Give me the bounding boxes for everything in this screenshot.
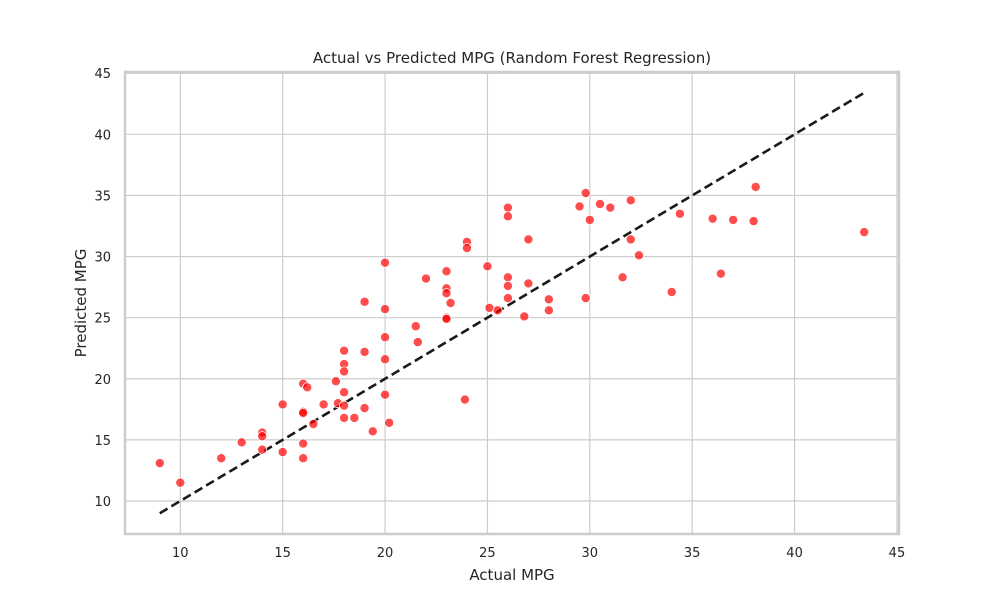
data-point xyxy=(715,268,726,279)
data-point xyxy=(502,202,513,213)
chart-title: Actual vs Predicted MPG (Random Forest R… xyxy=(313,49,711,67)
grid xyxy=(125,72,899,534)
data-point xyxy=(339,412,350,423)
data-point xyxy=(625,195,636,206)
plot-frame xyxy=(123,70,901,536)
data-point xyxy=(674,208,685,219)
y-tick-label: 30 xyxy=(94,251,111,266)
data-point xyxy=(859,227,870,238)
data-point xyxy=(519,311,530,322)
data-point xyxy=(492,305,503,316)
data-point xyxy=(339,387,350,398)
data-point xyxy=(482,261,493,272)
data-point xyxy=(277,399,288,410)
data-point xyxy=(461,242,472,253)
data-point xyxy=(748,216,759,227)
data-point xyxy=(441,266,452,277)
data-point xyxy=(298,453,309,464)
data-point xyxy=(380,389,391,400)
y-axis-ticks: 10 15 20 25 30 35 40 45 xyxy=(94,67,111,510)
x-tick-label: 20 xyxy=(377,546,394,561)
data-points xyxy=(154,181,870,488)
data-point xyxy=(308,418,319,429)
data-point xyxy=(502,272,513,283)
x-tick-label: 30 xyxy=(582,546,599,561)
x-axis-label: Actual MPG xyxy=(469,566,554,584)
data-point xyxy=(298,438,309,449)
x-tick-label: 15 xyxy=(274,546,291,561)
data-point xyxy=(523,278,534,289)
data-point xyxy=(441,313,452,324)
data-point xyxy=(339,366,350,377)
data-point xyxy=(277,447,288,458)
data-point xyxy=(420,273,431,284)
data-point xyxy=(257,444,268,455)
data-point xyxy=(380,304,391,315)
data-point xyxy=(349,412,360,423)
data-point xyxy=(605,202,616,213)
y-axis-label: Predicted MPG xyxy=(72,249,90,358)
reference-line xyxy=(159,91,865,515)
data-point xyxy=(216,453,227,464)
x-tick-label: 45 xyxy=(889,546,906,561)
data-point xyxy=(523,234,534,245)
x-tick-label: 25 xyxy=(479,546,496,561)
data-point xyxy=(728,214,739,225)
reference-line-group xyxy=(159,91,865,515)
data-point xyxy=(580,293,591,304)
data-point xyxy=(359,296,370,307)
y-tick-label: 40 xyxy=(94,128,111,143)
data-point xyxy=(502,280,513,291)
data-point xyxy=(339,400,350,411)
data-point xyxy=(257,431,268,442)
y-tick-label: 15 xyxy=(94,434,111,449)
data-point xyxy=(459,394,470,405)
data-point xyxy=(380,332,391,343)
data-point xyxy=(625,234,636,245)
data-point xyxy=(339,345,350,356)
data-point xyxy=(367,426,378,437)
y-tick-label: 25 xyxy=(94,312,111,327)
data-point xyxy=(236,437,247,448)
data-point xyxy=(298,407,309,418)
data-point xyxy=(359,346,370,357)
data-point xyxy=(595,198,606,209)
data-point xyxy=(750,181,761,192)
data-point xyxy=(302,382,313,393)
data-point xyxy=(543,294,554,305)
data-point xyxy=(584,214,595,225)
data-point xyxy=(380,257,391,268)
data-point xyxy=(330,376,341,387)
data-point xyxy=(384,417,395,428)
data-point xyxy=(410,321,421,332)
data-point xyxy=(574,201,585,212)
data-point xyxy=(441,288,452,299)
data-point xyxy=(580,187,591,198)
y-tick-label: 45 xyxy=(94,67,111,82)
data-point xyxy=(707,213,718,224)
y-tick-label: 20 xyxy=(94,373,111,388)
data-point xyxy=(484,302,495,313)
data-point xyxy=(502,293,513,304)
data-point xyxy=(502,211,513,222)
y-tick-label: 35 xyxy=(94,189,111,204)
data-point xyxy=(359,403,370,414)
data-point xyxy=(543,305,554,316)
y-tick-label: 10 xyxy=(94,495,111,510)
x-tick-label: 35 xyxy=(684,546,701,561)
x-tick-label: 40 xyxy=(786,546,803,561)
data-point xyxy=(633,250,644,261)
data-point xyxy=(154,458,165,469)
data-point xyxy=(445,297,456,308)
data-point xyxy=(666,286,677,297)
data-point xyxy=(412,337,423,348)
data-point xyxy=(380,354,391,365)
x-axis-ticks: 10 15 20 25 30 35 40 45 xyxy=(172,546,905,561)
x-tick-label: 10 xyxy=(172,546,189,561)
data-point xyxy=(175,477,186,488)
data-point xyxy=(617,272,628,283)
data-point xyxy=(318,399,329,410)
